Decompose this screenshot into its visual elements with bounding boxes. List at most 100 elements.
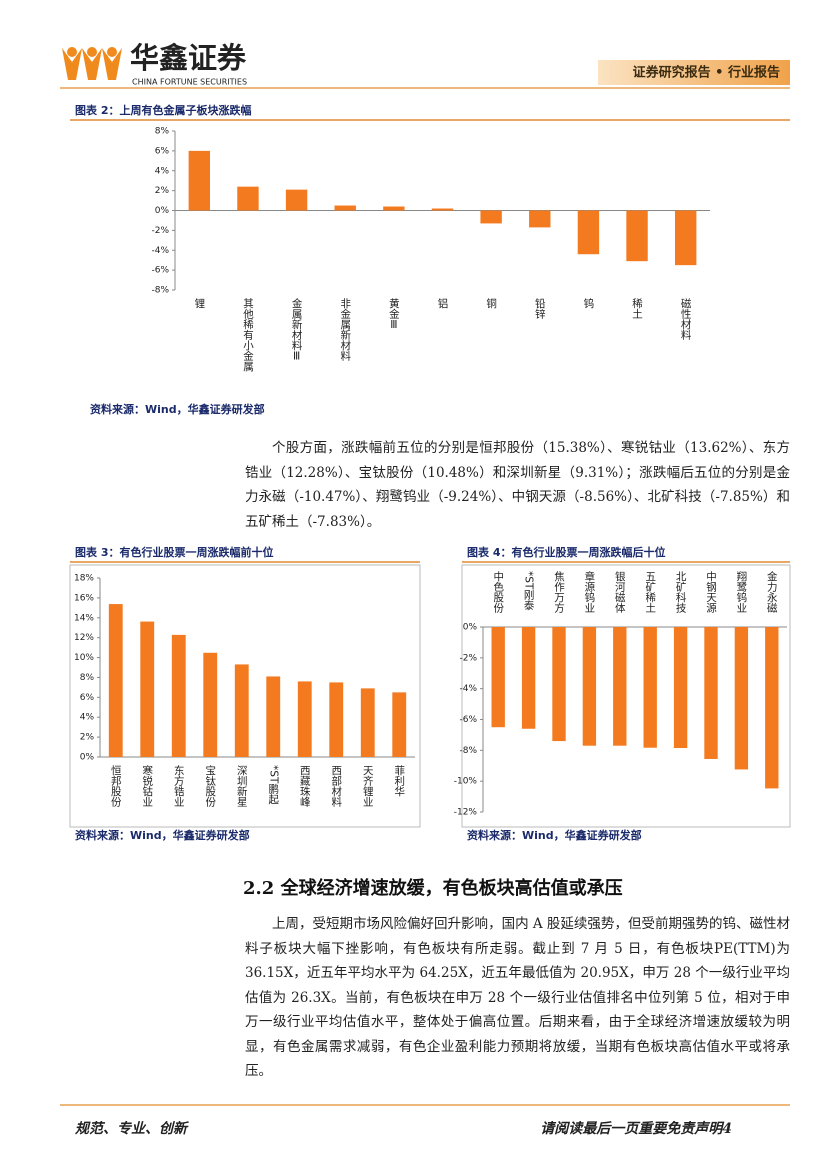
bar	[643, 627, 657, 748]
x-tick-label: *ST刚泰	[523, 571, 535, 610]
x-tick-label: 铜	[485, 298, 497, 309]
footer-left: 规范、专业、创新	[75, 1121, 187, 1137]
bar	[203, 652, 218, 757]
bar	[673, 627, 688, 749]
paragraph: 个股方面，涨跌幅前五位的分别是恒邦股份（15.38%）、寒锐钴业（13.62%）…	[245, 440, 790, 530]
y-tick-label: 0%	[155, 206, 170, 216]
bar	[285, 189, 308, 211]
chart-frame	[461, 564, 791, 828]
x-tick-label: 五矿稀土	[644, 571, 656, 613]
source: 资料来源：Wind，华鑫证券研发部	[75, 828, 250, 842]
bar	[765, 627, 779, 789]
bar	[329, 682, 344, 757]
bar	[626, 210, 648, 262]
bar	[108, 604, 123, 757]
y-tick-label: 4%	[80, 713, 95, 723]
y-tick-label: 12%	[74, 633, 94, 643]
y-tick-label: 10%	[74, 653, 94, 663]
x-tick-label: 天齐锂业	[362, 765, 374, 807]
banner	[598, 60, 790, 85]
bar	[552, 627, 566, 742]
source: 资料来源：Wind，华鑫证券研发部	[90, 402, 265, 416]
bar	[266, 676, 281, 757]
figure-title: 图表 3：有色行业股票一周涨跌幅前十位	[75, 545, 273, 559]
y-tick-label: 14%	[74, 613, 94, 623]
paragraph: 上周，受短期市场风险偏好回升影响，国内 A 股延续强势，但受前期强势的钨、磁性材…	[245, 916, 790, 1079]
y-tick-label: -4%	[459, 684, 477, 694]
figure-title: 图表 4：有色行业股票一周涨跌幅后十位	[467, 545, 665, 559]
x-tick-label: 银河磁体	[614, 570, 626, 614]
x-tick-label: 东方锆业	[173, 764, 185, 807]
x-tick-label: 菲利华	[393, 765, 405, 797]
brand-en: CHINA FORTUNE SECURITIES	[132, 78, 247, 87]
x-tick-label: 磁性材料	[680, 297, 692, 341]
bar	[480, 210, 502, 224]
section-heading: 2.2 全球经济增速放缓，有色板块高估值或承压	[243, 878, 623, 899]
x-tick-label: 西部材料	[330, 765, 342, 808]
bar	[234, 664, 249, 757]
x-tick-label: 铅锌	[534, 297, 546, 320]
y-tick-label: -8%	[459, 746, 477, 756]
y-tick-label: -6%	[151, 266, 169, 276]
footer-right: 请阅读最后一页重要免责声明4	[540, 1121, 732, 1137]
y-tick-label: 2%	[80, 733, 95, 743]
y-tick-label: 8%	[80, 673, 95, 683]
x-tick-label: 黄金Ⅲ	[388, 297, 400, 331]
bar	[171, 634, 186, 757]
x-tick-label: 西藏珠峰	[299, 765, 311, 807]
logo-icon	[62, 47, 122, 80]
bar	[674, 210, 697, 266]
bar	[334, 205, 356, 211]
y-tick-label: -8%	[151, 286, 169, 296]
x-tick-label: 金属新材料Ⅲ	[291, 297, 303, 362]
brand: 华鑫证券	[130, 41, 247, 75]
x-tick-label: 章源钨业	[583, 570, 595, 613]
bar	[188, 150, 211, 211]
x-tick-label: 锂	[193, 297, 205, 308]
bar	[237, 186, 259, 211]
banner-text: 证券研究报告 • 行业报告	[633, 65, 780, 81]
bar	[613, 627, 627, 746]
bar	[582, 627, 597, 746]
bar	[734, 627, 749, 770]
y-tick-label: -2%	[459, 653, 477, 663]
x-tick-label: 非金属新材料	[339, 298, 351, 362]
y-tick-label: 6%	[80, 693, 95, 703]
y-tick-label: 8%	[155, 127, 170, 137]
x-tick-label: 焦作万方	[553, 570, 565, 614]
y-tick-label: -12%	[454, 808, 478, 818]
x-tick-label: 钨	[582, 297, 594, 309]
bar	[529, 210, 551, 228]
x-tick-label: 金力永磁	[766, 570, 778, 613]
x-tick-label: 恒邦股份	[110, 764, 122, 808]
bar	[521, 627, 536, 729]
x-tick-label: 中钢天源	[705, 570, 717, 614]
y-tick-label: -6%	[459, 715, 477, 725]
source: 资料来源：Wind，华鑫证券研发部	[467, 828, 642, 842]
bar	[360, 688, 375, 757]
y-tick-label: 2%	[155, 186, 170, 196]
x-tick-label: 其他稀有小金属	[242, 298, 254, 372]
y-tick-label: 0%	[463, 623, 478, 633]
y-tick-label: 18%	[74, 574, 94, 584]
bar	[491, 627, 505, 728]
bar	[577, 210, 600, 255]
y-tick-label: -4%	[151, 246, 169, 256]
bar	[383, 206, 405, 211]
bar	[140, 621, 155, 757]
bar	[297, 681, 312, 757]
y-tick-label: 16%	[74, 593, 94, 603]
x-tick-label: 深圳新星	[236, 765, 248, 807]
bar	[431, 208, 454, 211]
y-tick-label: 6%	[155, 146, 170, 156]
x-tick-label: 北矿科技	[675, 571, 687, 614]
x-tick-label: 宝钛股份	[204, 764, 216, 808]
y-tick-label: 4%	[155, 166, 170, 176]
y-tick-label: -10%	[454, 777, 478, 787]
x-tick-label: 翔鹭钨业	[735, 570, 747, 613]
x-tick-label: 寒锐钴业	[141, 764, 153, 807]
y-tick-label: -2%	[151, 226, 169, 236]
y-tick-label: 0%	[80, 753, 95, 763]
